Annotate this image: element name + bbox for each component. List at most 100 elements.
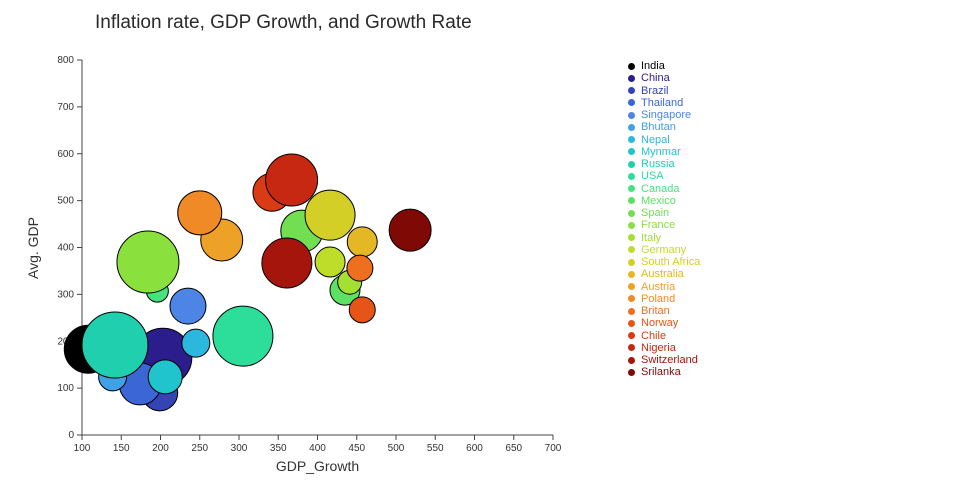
- legend-item-mynmar[interactable]: Mynmar: [628, 146, 700, 158]
- legend-color-dot: [628, 270, 635, 278]
- legend-item-france[interactable]: France: [628, 219, 700, 231]
- legend-item-thailand[interactable]: Thailand: [628, 97, 700, 109]
- legend-label: Russia: [641, 158, 675, 171]
- legend-color-dot: [628, 111, 635, 119]
- legend-color-dot: [628, 148, 635, 156]
- legend-item-srilanka[interactable]: Srilanka: [628, 366, 700, 378]
- legend-label: Thailand: [641, 96, 684, 109]
- legend-color-dot: [628, 258, 635, 266]
- legend-item-nepal[interactable]: Nepal: [628, 134, 700, 146]
- legend-label: Singapore: [641, 109, 692, 122]
- legend-item-usa[interactable]: USA: [628, 170, 700, 182]
- x-tick-label: 500: [388, 443, 405, 454]
- x-axis-title: GDP_Growth: [275, 458, 360, 474]
- legend-item-south-africa[interactable]: South Africa: [628, 256, 700, 268]
- bubble-norway[interactable]: Norway: [348, 296, 376, 324]
- legend-label: Mynmar: [641, 145, 681, 158]
- legend-label: Nigeria: [641, 341, 676, 354]
- y-axis-title: Avg. GDP: [25, 217, 41, 279]
- legend-item-russia[interactable]: Russia: [628, 158, 700, 170]
- legend-label: China: [641, 72, 670, 85]
- legend-item-norway[interactable]: Norway: [628, 317, 700, 329]
- legend-item-italy[interactable]: Italy: [628, 232, 700, 244]
- legend-color-dot: [628, 74, 635, 82]
- bubble-south-africa[interactable]: South Africa: [304, 189, 356, 241]
- x-tick-label: 600: [466, 443, 483, 454]
- legend-color-dot: [628, 99, 635, 107]
- legend-color-dot: [628, 368, 635, 376]
- legend-color-dot: [628, 307, 635, 315]
- legend-label: Chile: [641, 329, 667, 342]
- legend-label: Mexico: [641, 194, 676, 207]
- x-tick-label: 150: [113, 443, 130, 454]
- legend-item-brazil[interactable]: Brazil: [628, 85, 700, 97]
- legend-item-austria[interactable]: Austria: [628, 281, 700, 293]
- legend-color-dot: [628, 295, 635, 303]
- legend-color-dot: [628, 172, 635, 180]
- bubble-australia[interactable]: Australia: [346, 226, 378, 258]
- legend-item-australia[interactable]: Australia: [628, 268, 700, 280]
- legend-color-dot: [628, 87, 635, 95]
- x-tick-label: 350: [270, 443, 287, 454]
- legend-color-dot: [628, 221, 635, 229]
- bubble-srilanka[interactable]: Srilanka: [388, 208, 432, 252]
- legend-label: Poland: [641, 292, 676, 305]
- legend-item-switzerland[interactable]: Switzerland: [628, 354, 700, 366]
- legend-label: Italy: [641, 231, 662, 244]
- legend-color-dot: [628, 319, 635, 327]
- y-tick-label: 400: [57, 243, 74, 254]
- legend-color-dot: [628, 356, 635, 364]
- legend-item-mexico[interactable]: Mexico: [628, 195, 700, 207]
- bubble-poland[interactable]: Poland: [177, 190, 223, 236]
- legend-label: Germany: [641, 243, 687, 256]
- legend-label: Austria: [641, 280, 676, 293]
- bubble-switzerland[interactable]: Switzerland: [261, 237, 313, 289]
- legend-label: South Africa: [641, 256, 701, 269]
- y-tick-label: 500: [57, 196, 74, 207]
- legend-item-india[interactable]: India: [628, 60, 700, 72]
- y-tick-label: 600: [57, 149, 74, 160]
- x-tick-label: 400: [309, 443, 326, 454]
- legend-label: Brazil: [641, 84, 669, 97]
- legend-color-dot: [628, 344, 635, 352]
- bubble-britan[interactable]: Britan: [346, 254, 374, 282]
- legend-color-dot: [628, 197, 635, 205]
- y-tick-label: 0: [68, 430, 74, 441]
- bubble-mynmar[interactable]: Mynmar: [147, 359, 183, 395]
- legend-label: Bhutan: [641, 121, 676, 134]
- bubble-nepal[interactable]: Nepal: [181, 328, 211, 358]
- x-tick-label: 200: [152, 443, 169, 454]
- x-tick-label: 250: [191, 443, 208, 454]
- bubble-nigeria[interactable]: Nigeria: [265, 153, 319, 207]
- legend-color-dot: [628, 185, 635, 193]
- legend-label: Norway: [641, 317, 679, 330]
- y-tick-label: 100: [57, 383, 74, 394]
- legend-item-singapore[interactable]: Singapore: [628, 109, 700, 121]
- legend-color-dot: [628, 123, 635, 131]
- legend-label: Spain: [641, 207, 670, 220]
- y-tick-label: 700: [57, 102, 74, 113]
- legend-item-nigeria[interactable]: Nigeria: [628, 342, 700, 354]
- x-tick-label: 300: [231, 443, 248, 454]
- legend-item-china[interactable]: China: [628, 72, 700, 84]
- legend-item-germany[interactable]: Germany: [628, 244, 700, 256]
- legend-color-dot: [628, 209, 635, 217]
- legend-item-chile[interactable]: Chile: [628, 330, 700, 342]
- bubble-france[interactable]: France: [116, 230, 180, 294]
- x-tick-label: 100: [74, 443, 91, 454]
- legend-item-spain[interactable]: Spain: [628, 207, 700, 219]
- bubble-germany[interactable]: Germany: [314, 246, 346, 278]
- legend-color-dot: [628, 283, 635, 291]
- bubble-usa[interactable]: USA: [212, 305, 274, 367]
- legend-item-bhutan[interactable]: Bhutan: [628, 121, 700, 133]
- legend-item-britan[interactable]: Britan: [628, 305, 700, 317]
- legend-label: Nepal: [641, 133, 670, 146]
- bubble-russia[interactable]: Russia: [81, 311, 149, 379]
- legend-item-canada[interactable]: Canada: [628, 183, 700, 195]
- legend-color-dot: [628, 136, 635, 144]
- legend-item-poland[interactable]: Poland: [628, 293, 700, 305]
- legend-label: India: [641, 60, 665, 73]
- legend-color-dot: [628, 234, 635, 242]
- bubble-singapore[interactable]: Singapore: [169, 287, 207, 325]
